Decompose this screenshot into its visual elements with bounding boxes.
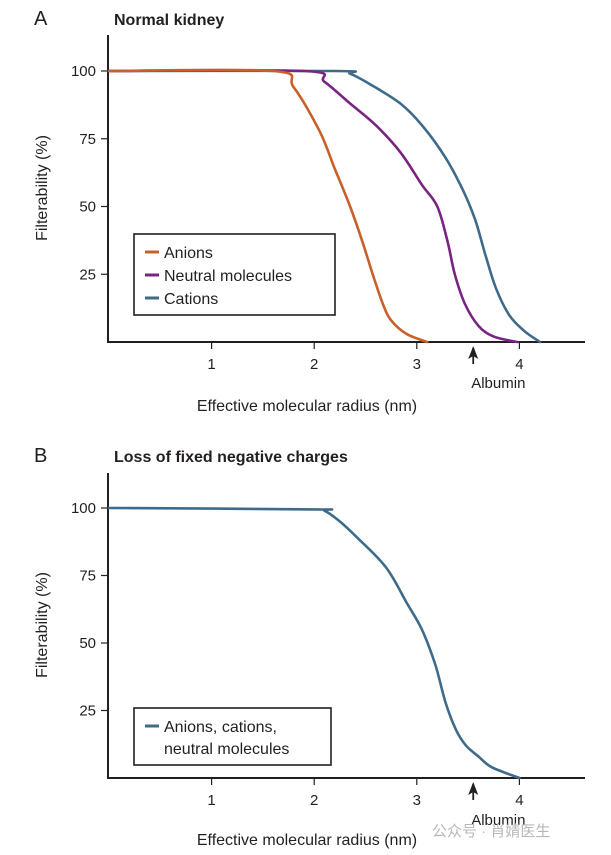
legend-label-anions: Anions — [164, 245, 213, 262]
y-tick-label: 100 — [71, 500, 96, 517]
panel-a: A Normal kidney Filterability (%) Effect… — [34, 8, 585, 415]
legend-box — [133, 233, 336, 316]
y-tick-label: 75 — [79, 131, 96, 148]
panel-a-albumin-annotation: Albumin — [468, 346, 525, 392]
y-tick-label: 100 — [71, 63, 96, 80]
y-tick-label: 50 — [79, 199, 96, 216]
panel-a-legend: Anions Neutral molecules Cations — [133, 233, 336, 316]
legend-box — [133, 707, 332, 766]
panel-b-title: Loss of fixed negative charges — [114, 449, 348, 466]
albumin-arrow-head-icon — [468, 346, 479, 359]
panel-a-y-axis-label: Filterability (%) — [34, 135, 51, 241]
legend-label-line-2: neutral molecules — [164, 741, 289, 758]
panel-b-y-axis-label: Filterability (%) — [34, 572, 51, 678]
albumin-label: Albumin — [471, 375, 525, 392]
panel-b-letter: B — [34, 445, 47, 467]
watermark: 公众号 · 肖婧医生 — [432, 823, 550, 840]
series-line-cations — [107, 69, 542, 344]
y-tick-label: 25 — [79, 266, 96, 283]
x-tick-label: 3 — [413, 792, 421, 809]
x-tick-label: 4 — [515, 356, 523, 373]
albumin-arrow-head-icon — [468, 782, 479, 795]
y-tick-label: 50 — [79, 635, 96, 652]
x-tick-label: 4 — [515, 792, 523, 809]
x-tick-label: 2 — [310, 792, 318, 809]
x-tick-label: 3 — [413, 356, 421, 373]
series-line-anions-cations-neutral-molecules — [107, 506, 521, 780]
panel-a-x-axis-label: Effective molecular radius (nm) — [197, 398, 417, 415]
x-tick-label: 2 — [310, 356, 318, 373]
panel-a-letter: A — [34, 8, 48, 30]
series-line-anions — [107, 68, 429, 344]
panel-b-albumin-annotation: Albumin — [468, 782, 525, 829]
legend-label-line-1: Anions, cations, — [164, 719, 277, 736]
series-line-neutral-molecules — [107, 68, 519, 344]
albumin-label: Albumin — [471, 812, 525, 829]
panel-b-legend: Anions, cations, neutral molecules — [133, 707, 332, 766]
x-tick-label: 1 — [207, 792, 215, 809]
panel-b-curves — [107, 506, 521, 780]
panel-a-curves — [107, 68, 542, 344]
panel-a-title: Normal kidney — [114, 12, 224, 29]
panel-a-ticks: 1 2 3 4 100 75 50 25 — [71, 63, 524, 373]
x-tick-label: 1 — [207, 356, 215, 373]
y-tick-label: 25 — [79, 703, 96, 720]
legend-label-neutral: Neutral molecules — [164, 268, 292, 285]
y-tick-label: 75 — [79, 568, 96, 585]
legend-label-cations: Cations — [164, 291, 218, 308]
panel-b-x-axis-label: Effective molecular radius (nm) — [197, 832, 417, 849]
panel-b: B Loss of fixed negative charges Filtera… — [34, 445, 585, 849]
panel-b-ticks: 1 2 3 4 100 75 50 25 — [71, 500, 524, 809]
